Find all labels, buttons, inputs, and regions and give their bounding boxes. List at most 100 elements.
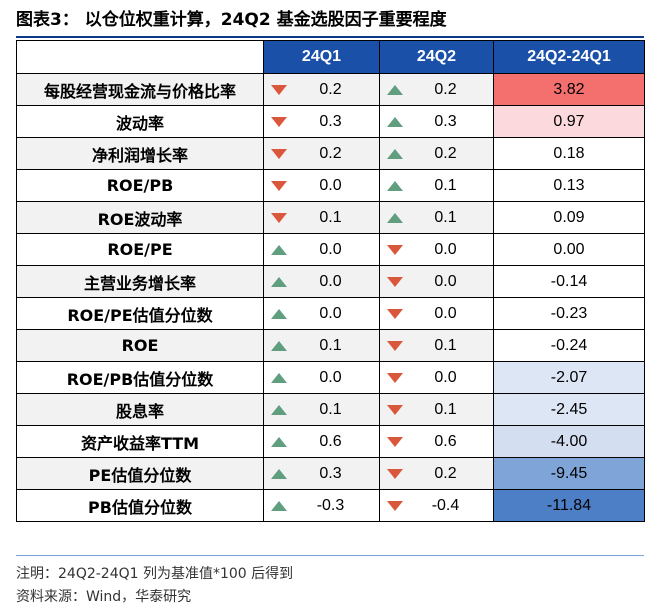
q2-value: 0.6 — [434, 432, 457, 450]
factor-name: 资产收益率TTM — [16, 425, 264, 458]
q2-cell: 0.1 — [379, 329, 494, 362]
q1-cell: 0.2 — [263, 137, 380, 170]
diff-value: -2.07 — [493, 361, 645, 394]
arrow-up-icon — [271, 276, 287, 287]
q1-value: 0.0 — [319, 240, 342, 258]
arrow-down-icon — [387, 404, 403, 415]
table-body: 每股经营现金流与价格比率 0.2 0.2 3.82 波动率 0.3 0.3 0.97 净利润增长… — [16, 73, 645, 522]
q1-value: 0.0 — [319, 272, 342, 290]
q1-value: 0.2 — [319, 144, 342, 162]
factor-name: 净利润增长率 — [16, 137, 264, 170]
factor-name: 波动率 — [16, 105, 264, 138]
arrow-down-icon — [387, 372, 403, 383]
factor-name: ROE/PE估值分位数 — [16, 297, 264, 330]
q1-value: 0.1 — [319, 336, 342, 354]
arrow-down-icon — [387, 500, 403, 511]
q1-value: -0.3 — [316, 496, 345, 514]
table-row: 净利润增长率 0.2 0.2 0.18 — [16, 137, 645, 170]
figure-title: 图表3： 以仓位权重计算，24Q2 基金选股因子重要程度 — [16, 10, 447, 30]
factor-name: ROE波动率 — [16, 201, 264, 234]
q2-cell: 0.0 — [379, 233, 494, 266]
arrow-down-icon — [387, 468, 403, 479]
header-corner — [16, 40, 264, 74]
arrow-up-icon — [271, 468, 287, 479]
diff-value: 0.18 — [493, 137, 645, 170]
q1-cell: 0.1 — [263, 393, 380, 426]
title-divider — [16, 36, 644, 38]
q2-cell: 0.2 — [379, 73, 494, 106]
q2-cell: 0.3 — [379, 105, 494, 138]
diff-value: -2.45 — [493, 393, 645, 426]
q1-value: 0.1 — [319, 400, 342, 418]
diff-value: 0.09 — [493, 201, 645, 234]
arrow-up-icon — [387, 84, 403, 95]
factor-name: 主营业务增长率 — [16, 265, 264, 298]
table-row: ROE波动率 0.1 0.1 0.09 — [16, 201, 645, 234]
q2-cell: 0.1 — [379, 169, 494, 202]
q1-value: 0.6 — [319, 432, 342, 450]
arrow-down-icon — [271, 212, 287, 223]
q1-cell: 0.1 — [263, 329, 380, 362]
q2-cell: 0.0 — [379, 265, 494, 298]
arrow-up-icon — [271, 372, 287, 383]
q1-value: 0.3 — [319, 464, 342, 482]
q1-value: 0.0 — [319, 304, 342, 322]
q1-value: 0.2 — [319, 80, 342, 98]
table-header-row: 24Q1 24Q2 24Q2-24Q1 — [16, 40, 645, 74]
arrow-down-icon — [387, 308, 403, 319]
table-row: ROE 0.1 0.1 -0.24 — [16, 329, 645, 362]
factor-importance-table: 24Q1 24Q2 24Q2-24Q1 每股经营现金流与价格比率 0.2 0.2 3.… — [16, 40, 645, 522]
q2-value: 0.0 — [434, 272, 457, 290]
q1-cell: 0.3 — [263, 457, 380, 490]
arrow-up-icon — [271, 404, 287, 415]
diff-value: 0.13 — [493, 169, 645, 202]
diff-value: -0.24 — [493, 329, 645, 362]
arrow-down-icon — [271, 148, 287, 159]
factor-name: PB估值分位数 — [16, 489, 264, 522]
q1-cell: 0.2 — [263, 73, 380, 106]
table-row: ROE/PE 0.0 0.0 0.00 — [16, 233, 645, 266]
header-24q2: 24Q2 — [379, 40, 494, 74]
q1-cell: 0.0 — [263, 265, 380, 298]
q2-cell: 0.0 — [379, 297, 494, 330]
q2-value: 0.3 — [434, 112, 457, 130]
q2-value: 0.1 — [434, 176, 457, 194]
table-row: PE估值分位数 0.3 0.2 -9.45 — [16, 457, 645, 490]
q1-cell: 0.0 — [263, 233, 380, 266]
arrow-up-icon — [387, 180, 403, 191]
factor-name: ROE — [16, 329, 264, 362]
factor-name: ROE/PE — [16, 233, 264, 266]
arrow-down-icon — [271, 180, 287, 191]
q1-cell: 0.1 — [263, 201, 380, 234]
q1-value: 0.3 — [319, 112, 342, 130]
footer-divider — [16, 555, 644, 556]
diff-value: -0.14 — [493, 265, 645, 298]
arrow-down-icon — [387, 340, 403, 351]
q1-cell: 0.0 — [263, 169, 380, 202]
q2-cell: 0.2 — [379, 457, 494, 490]
q1-cell: 0.3 — [263, 105, 380, 138]
table-row: 资产收益率TTM 0.6 0.6 -4.00 — [16, 425, 645, 458]
arrow-up-icon — [387, 116, 403, 127]
arrow-down-icon — [271, 84, 287, 95]
arrow-down-icon — [271, 116, 287, 127]
q2-cell: -0.4 — [379, 489, 494, 522]
factor-name: 每股经营现金流与价格比率 — [16, 73, 264, 106]
q2-value: 0.0 — [434, 304, 457, 322]
arrow-up-icon — [387, 148, 403, 159]
q2-value: -0.4 — [431, 496, 460, 514]
arrow-down-icon — [387, 244, 403, 255]
factor-name: PE估值分位数 — [16, 457, 264, 490]
q2-value: 0.2 — [434, 144, 457, 162]
q1-value: 0.0 — [319, 368, 342, 386]
q1-value: 0.1 — [319, 208, 342, 226]
table-row: ROE/PB估值分位数 0.0 0.0 -2.07 — [16, 361, 645, 394]
q1-cell: 0.0 — [263, 297, 380, 330]
table-row: 股息率 0.1 0.1 -2.45 — [16, 393, 645, 426]
diff-value: -9.45 — [493, 457, 645, 490]
diff-value: 0.97 — [493, 105, 645, 138]
footnote: 注明：24Q2-24Q1 列为基准值*100 后得到 — [16, 566, 294, 582]
table-row: PB估值分位数 -0.3 -0.4 -11.84 — [16, 489, 645, 522]
arrow-down-icon — [387, 436, 403, 447]
